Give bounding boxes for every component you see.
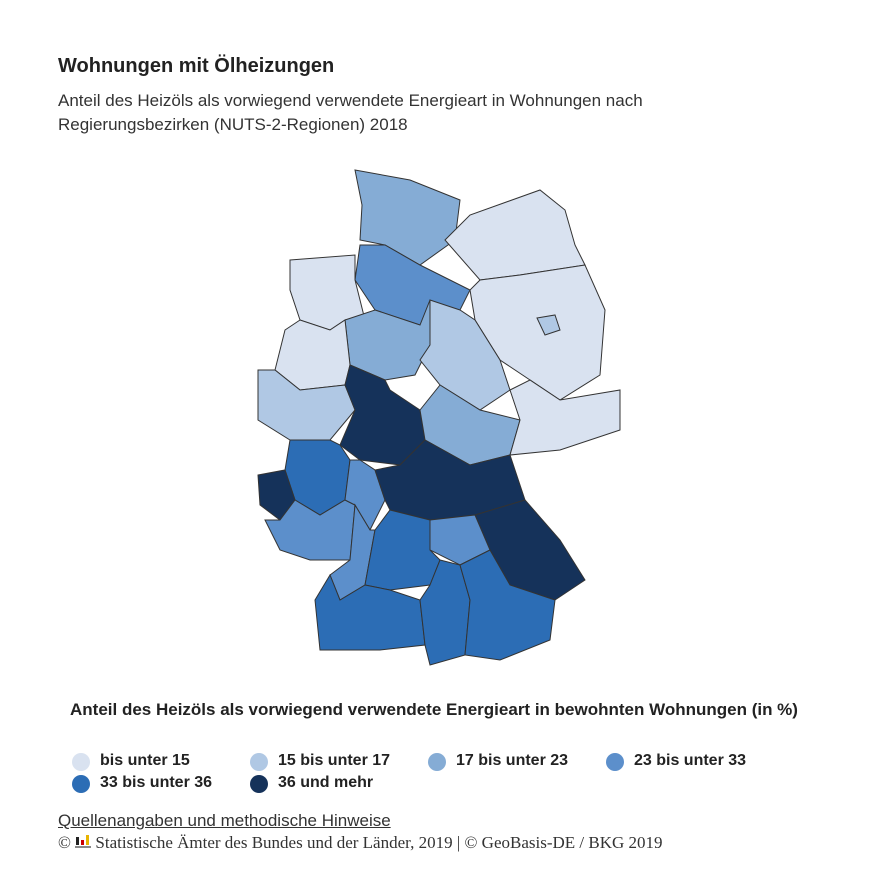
subtitle: Anteil des Heizöls als vorwiegend verwen… — [58, 91, 643, 134]
legend-swatch — [250, 775, 268, 793]
legend-swatch — [428, 753, 446, 771]
legend-label: 33 bis unter 36 — [100, 774, 213, 791]
region — [459, 549, 556, 661]
title: Wohnungen mit Ölheizungen — [58, 55, 335, 77]
region — [509, 379, 621, 456]
legend-label: 15 bis unter 17 — [278, 752, 391, 769]
legend-label: 36 und mehr — [278, 774, 374, 791]
region — [344, 459, 386, 532]
legend-label: 17 bis unter 23 — [456, 752, 569, 769]
region — [444, 189, 586, 281]
copyright-text: Statistische Ämter des Bundes und der Lä… — [95, 833, 663, 852]
legend-swatch — [72, 775, 90, 793]
source-link[interactable]: Quellenangaben und methodische Hinweise — [58, 811, 391, 830]
region — [419, 299, 511, 411]
legend-title: Anteil des Heizöls als vorwiegend verwen… — [70, 700, 798, 719]
logo — [75, 835, 92, 848]
region — [364, 509, 441, 591]
copyright: © Statistische Ämter des Bundes und der … — [58, 833, 663, 852]
region — [536, 314, 561, 336]
region — [339, 364, 426, 466]
legend-swatch — [606, 753, 624, 771]
legend-swatch — [250, 753, 268, 771]
legend-label: bis unter 15 — [100, 752, 190, 769]
map — [257, 169, 621, 666]
legend-label: 23 bis unter 33 — [634, 752, 747, 769]
legend-swatch — [72, 753, 90, 771]
region — [314, 573, 426, 651]
